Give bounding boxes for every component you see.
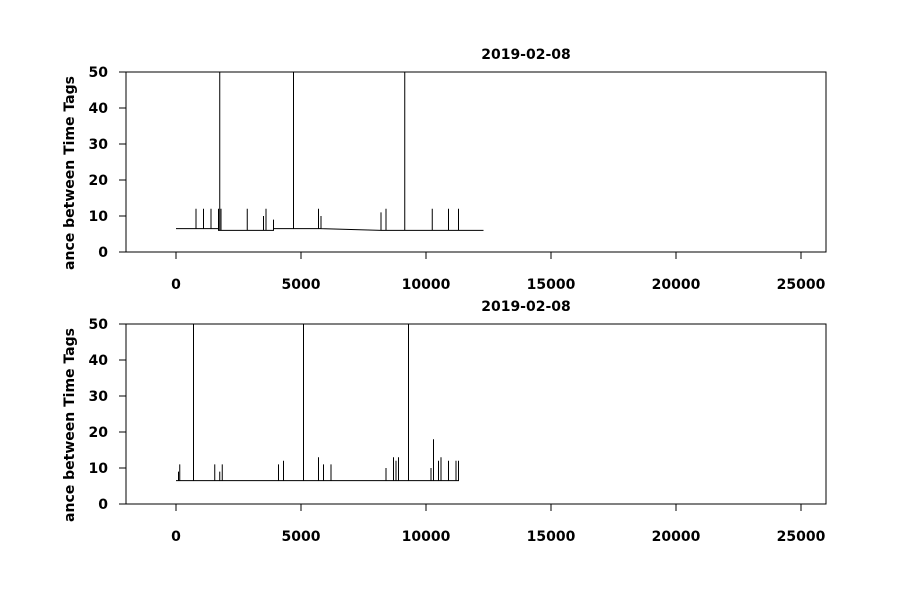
x-tick-label: 20000 — [652, 277, 701, 293]
y-tick-label: 50 — [89, 65, 109, 81]
x-tick-label: 15000 — [527, 529, 576, 545]
plot-area — [176, 72, 484, 231]
y-tick-label: 10 — [89, 209, 109, 225]
x-tick-label: 0 — [171, 529, 181, 545]
x-tick-label: 10000 — [402, 277, 451, 293]
y-axis-label: ance between Time Tags — [62, 328, 78, 522]
x-tick-label: 5000 — [282, 529, 321, 545]
x-tick-label: 5000 — [282, 277, 321, 293]
y-tick-label: 0 — [98, 245, 108, 261]
y-axis-label: ance between Time Tags — [62, 76, 78, 270]
y-tick-label: 50 — [89, 317, 109, 333]
y-tick-label: 20 — [89, 173, 109, 189]
chart-title: 2019-02-08 — [481, 47, 571, 63]
x-tick-label: 25000 — [777, 277, 826, 293]
x-tick-label: 25000 — [777, 529, 826, 545]
x-tick-label: 0 — [171, 277, 181, 293]
y-tick-label: 0 — [98, 497, 108, 513]
axes-frame — [125, 71, 827, 253]
y-tick-label: 40 — [89, 101, 109, 117]
axes-frame — [125, 323, 827, 505]
y-tick-label: 30 — [89, 137, 109, 153]
y-tick-label: 30 — [89, 389, 109, 405]
x-tick-label: 15000 — [527, 277, 576, 293]
y-tick-label: 10 — [89, 461, 109, 477]
data-line — [176, 324, 459, 482]
data-line — [176, 72, 484, 231]
y-tick-label: 20 — [89, 425, 109, 441]
chart-title: 2019-02-08 — [481, 299, 571, 315]
x-tick-label: 20000 — [652, 529, 701, 545]
plot-area — [176, 324, 459, 482]
y-tick-label: 40 — [89, 353, 109, 369]
x-tick-label: 10000 — [402, 529, 451, 545]
